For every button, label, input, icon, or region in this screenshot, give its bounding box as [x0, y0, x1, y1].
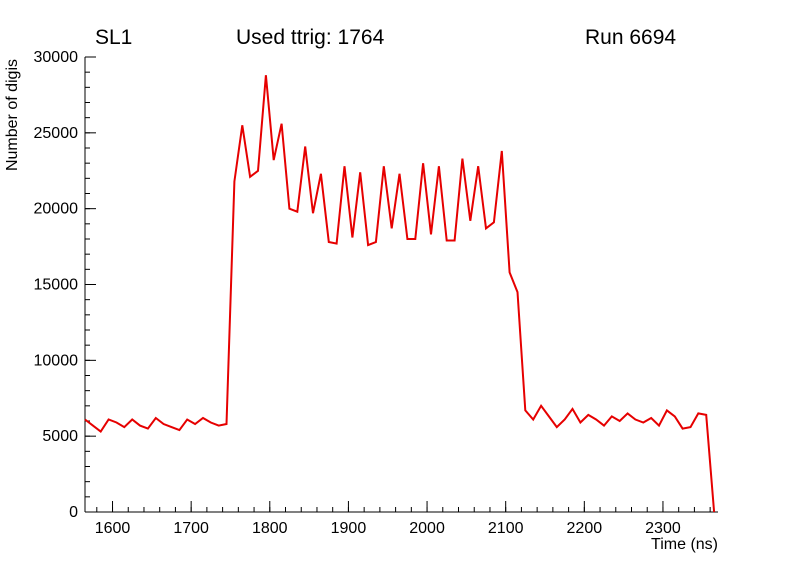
x-tick-label: 1700 [173, 520, 209, 537]
plot-title-center: Used ttrig: 1764 [236, 26, 385, 49]
y-tick-label: 25000 [34, 125, 79, 142]
y-tick-label: 15000 [34, 277, 79, 294]
y-tick-label: 10000 [34, 352, 79, 369]
x-axis-label: Time (ns) [651, 536, 718, 553]
x-tick-label: 2300 [645, 520, 681, 537]
x-tick-label: 2100 [488, 520, 524, 537]
y-tick-label: 30000 [34, 49, 79, 66]
y-tick-label: 5000 [42, 428, 78, 445]
x-tick-label: 2000 [409, 520, 445, 537]
plot-title-left: SL1 [95, 26, 133, 49]
histogram-line [84, 75, 716, 513]
x-tick-label: 1800 [252, 520, 288, 537]
x-tick-label: 1600 [95, 520, 131, 537]
x-tick-label: 2200 [567, 520, 603, 537]
x-tick-label: 1900 [331, 520, 367, 537]
plot-title-right: Run 6694 [585, 26, 677, 49]
y-tick-label: 20000 [34, 201, 79, 218]
y-tick-label: 0 [69, 504, 78, 521]
